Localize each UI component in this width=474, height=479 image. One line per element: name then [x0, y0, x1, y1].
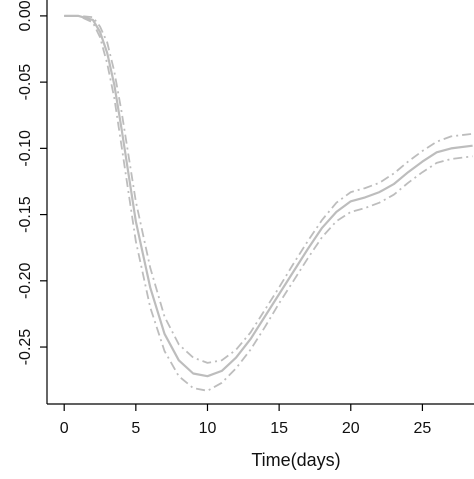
- series-line-lower-bound: [64, 14, 473, 392]
- x-tick-label: 0: [60, 420, 69, 437]
- x-tick-label: 25: [414, 420, 432, 437]
- x-tick-label: 20: [342, 420, 360, 437]
- y-tick-label: -0.05: [17, 64, 34, 101]
- axes: 0 5 10 15 20 25 0.00 -0.05 -0.10 -0.15 -0.20 -0.25: [17, 0, 474, 437]
- y-tick-label: -0.10: [17, 130, 34, 167]
- y-tick-label: -0.20: [17, 262, 34, 299]
- plot-area: [64, 14, 473, 392]
- y-tick-label: -0.25: [17, 329, 34, 366]
- y-tick-label: -0.15: [17, 196, 34, 233]
- x-tick-label: 5: [131, 420, 140, 437]
- x-tick-label: 15: [270, 420, 288, 437]
- x-tick-label: 10: [199, 420, 217, 437]
- y-tick-label: 0.00: [17, 0, 34, 31]
- x-axis-title: Time(days): [251, 450, 340, 470]
- series-line-estimate: [64, 14, 473, 378]
- series-line-upper-bound: [64, 14, 473, 364]
